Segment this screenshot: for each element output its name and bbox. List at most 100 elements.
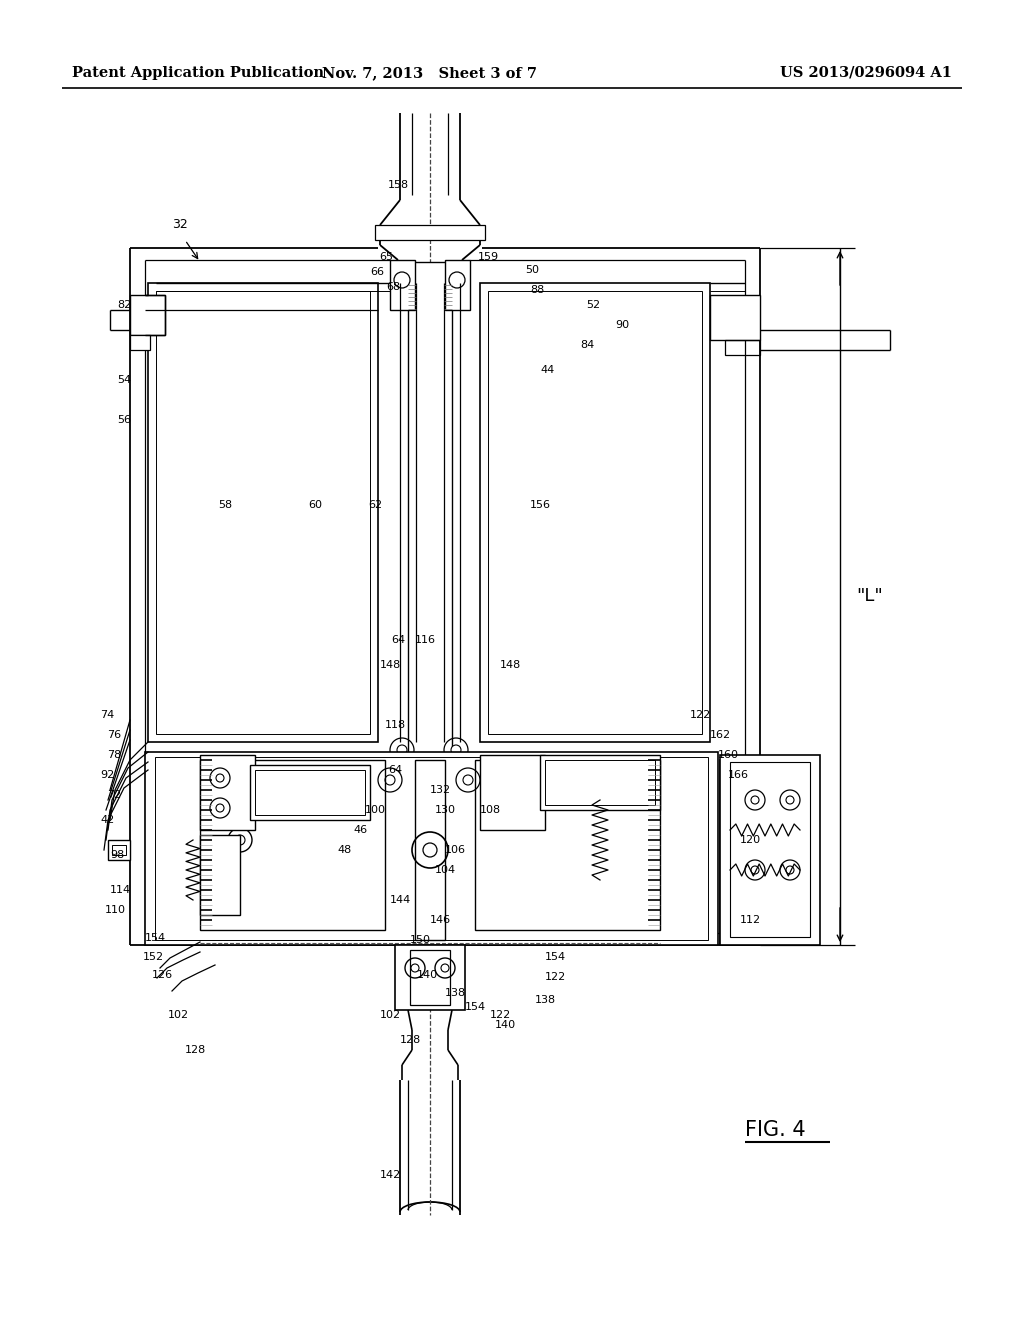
Text: 166: 166 bbox=[728, 770, 749, 780]
Text: 114: 114 bbox=[110, 884, 131, 895]
Text: 64: 64 bbox=[388, 766, 402, 775]
Bar bbox=[480, 755, 545, 830]
Bar bbox=[390, 260, 415, 310]
Text: FIG. 4: FIG. 4 bbox=[745, 1119, 806, 1140]
Circle shape bbox=[786, 796, 794, 804]
Circle shape bbox=[397, 744, 407, 755]
Text: 50: 50 bbox=[525, 265, 539, 275]
Text: 146: 146 bbox=[429, 915, 451, 925]
Text: 138: 138 bbox=[535, 995, 556, 1005]
Bar bbox=[408, 261, 452, 945]
Circle shape bbox=[751, 796, 759, 804]
Bar bbox=[545, 760, 655, 805]
Text: 76: 76 bbox=[106, 730, 121, 741]
Text: 116: 116 bbox=[415, 635, 435, 645]
Bar bbox=[725, 341, 760, 355]
Text: 42: 42 bbox=[100, 814, 115, 825]
Text: 102: 102 bbox=[168, 1010, 189, 1020]
Text: Patent Application Publication: Patent Application Publication bbox=[72, 66, 324, 81]
Bar bbox=[155, 756, 708, 940]
Bar bbox=[108, 840, 130, 861]
Bar bbox=[156, 290, 370, 734]
Circle shape bbox=[423, 843, 437, 857]
Text: 48: 48 bbox=[338, 845, 352, 855]
Text: 82: 82 bbox=[117, 300, 131, 310]
Text: 60: 60 bbox=[308, 500, 322, 510]
Text: 156: 156 bbox=[529, 500, 551, 510]
Text: 122: 122 bbox=[545, 972, 566, 982]
Text: 154: 154 bbox=[545, 952, 566, 962]
Bar bbox=[720, 755, 820, 945]
Bar bbox=[730, 770, 800, 935]
Bar bbox=[445, 260, 470, 310]
Text: 90: 90 bbox=[615, 319, 629, 330]
Circle shape bbox=[216, 804, 224, 812]
Bar bbox=[145, 752, 718, 945]
Text: 78: 78 bbox=[106, 750, 121, 760]
Text: 162: 162 bbox=[710, 730, 731, 741]
Text: 159: 159 bbox=[478, 252, 499, 261]
Circle shape bbox=[216, 774, 224, 781]
Text: 68: 68 bbox=[386, 282, 400, 292]
Text: 66: 66 bbox=[370, 267, 384, 277]
Text: 130: 130 bbox=[434, 805, 456, 814]
Text: 152: 152 bbox=[143, 952, 164, 962]
Text: 46: 46 bbox=[353, 825, 367, 836]
Bar bbox=[480, 282, 710, 742]
Text: 144: 144 bbox=[389, 895, 411, 906]
Text: 92: 92 bbox=[100, 770, 115, 780]
Text: 148: 148 bbox=[500, 660, 520, 671]
Bar bbox=[540, 755, 660, 810]
Text: 160: 160 bbox=[718, 750, 739, 760]
Text: 58: 58 bbox=[218, 500, 232, 510]
Circle shape bbox=[751, 866, 759, 874]
Text: 72: 72 bbox=[106, 789, 121, 800]
Bar bbox=[250, 766, 370, 820]
Bar bbox=[475, 760, 660, 931]
Bar bbox=[730, 762, 810, 937]
Circle shape bbox=[441, 964, 449, 972]
Bar bbox=[710, 294, 760, 341]
Text: 154: 154 bbox=[465, 1002, 485, 1012]
Text: 140: 140 bbox=[417, 970, 437, 979]
Bar bbox=[255, 770, 365, 814]
Bar bbox=[200, 836, 240, 915]
Text: 98: 98 bbox=[110, 850, 124, 861]
Bar bbox=[488, 290, 702, 734]
Circle shape bbox=[411, 964, 419, 972]
Text: 104: 104 bbox=[434, 865, 456, 875]
Text: 65: 65 bbox=[379, 252, 393, 261]
Text: 126: 126 bbox=[152, 970, 173, 979]
Text: 84: 84 bbox=[580, 341, 594, 350]
Text: 132: 132 bbox=[429, 785, 451, 795]
Text: 158: 158 bbox=[388, 180, 410, 190]
Text: 154: 154 bbox=[145, 933, 166, 942]
Text: 62: 62 bbox=[368, 500, 382, 510]
Bar bbox=[112, 845, 126, 855]
Text: 122: 122 bbox=[690, 710, 712, 719]
Bar bbox=[375, 224, 485, 240]
Text: 52: 52 bbox=[586, 300, 600, 310]
Bar bbox=[130, 335, 150, 350]
Bar bbox=[395, 945, 465, 1010]
Text: 138: 138 bbox=[444, 987, 466, 998]
Text: 148: 148 bbox=[379, 660, 400, 671]
Bar bbox=[148, 282, 378, 742]
Text: 32: 32 bbox=[172, 219, 187, 231]
Text: 102: 102 bbox=[380, 1010, 400, 1020]
Circle shape bbox=[786, 866, 794, 874]
Text: 54: 54 bbox=[117, 375, 131, 385]
Text: 74: 74 bbox=[100, 710, 115, 719]
Text: "L": "L" bbox=[856, 587, 883, 605]
Text: 56: 56 bbox=[117, 414, 131, 425]
Text: 120: 120 bbox=[740, 836, 761, 845]
Text: 110: 110 bbox=[105, 906, 126, 915]
Bar bbox=[415, 760, 445, 940]
Text: 106: 106 bbox=[444, 845, 466, 855]
Bar bbox=[410, 950, 450, 1005]
Text: 100: 100 bbox=[365, 805, 385, 814]
Text: 150: 150 bbox=[410, 935, 430, 945]
Text: 88: 88 bbox=[530, 285, 544, 294]
Text: 44: 44 bbox=[540, 366, 554, 375]
Text: 142: 142 bbox=[380, 1170, 401, 1180]
